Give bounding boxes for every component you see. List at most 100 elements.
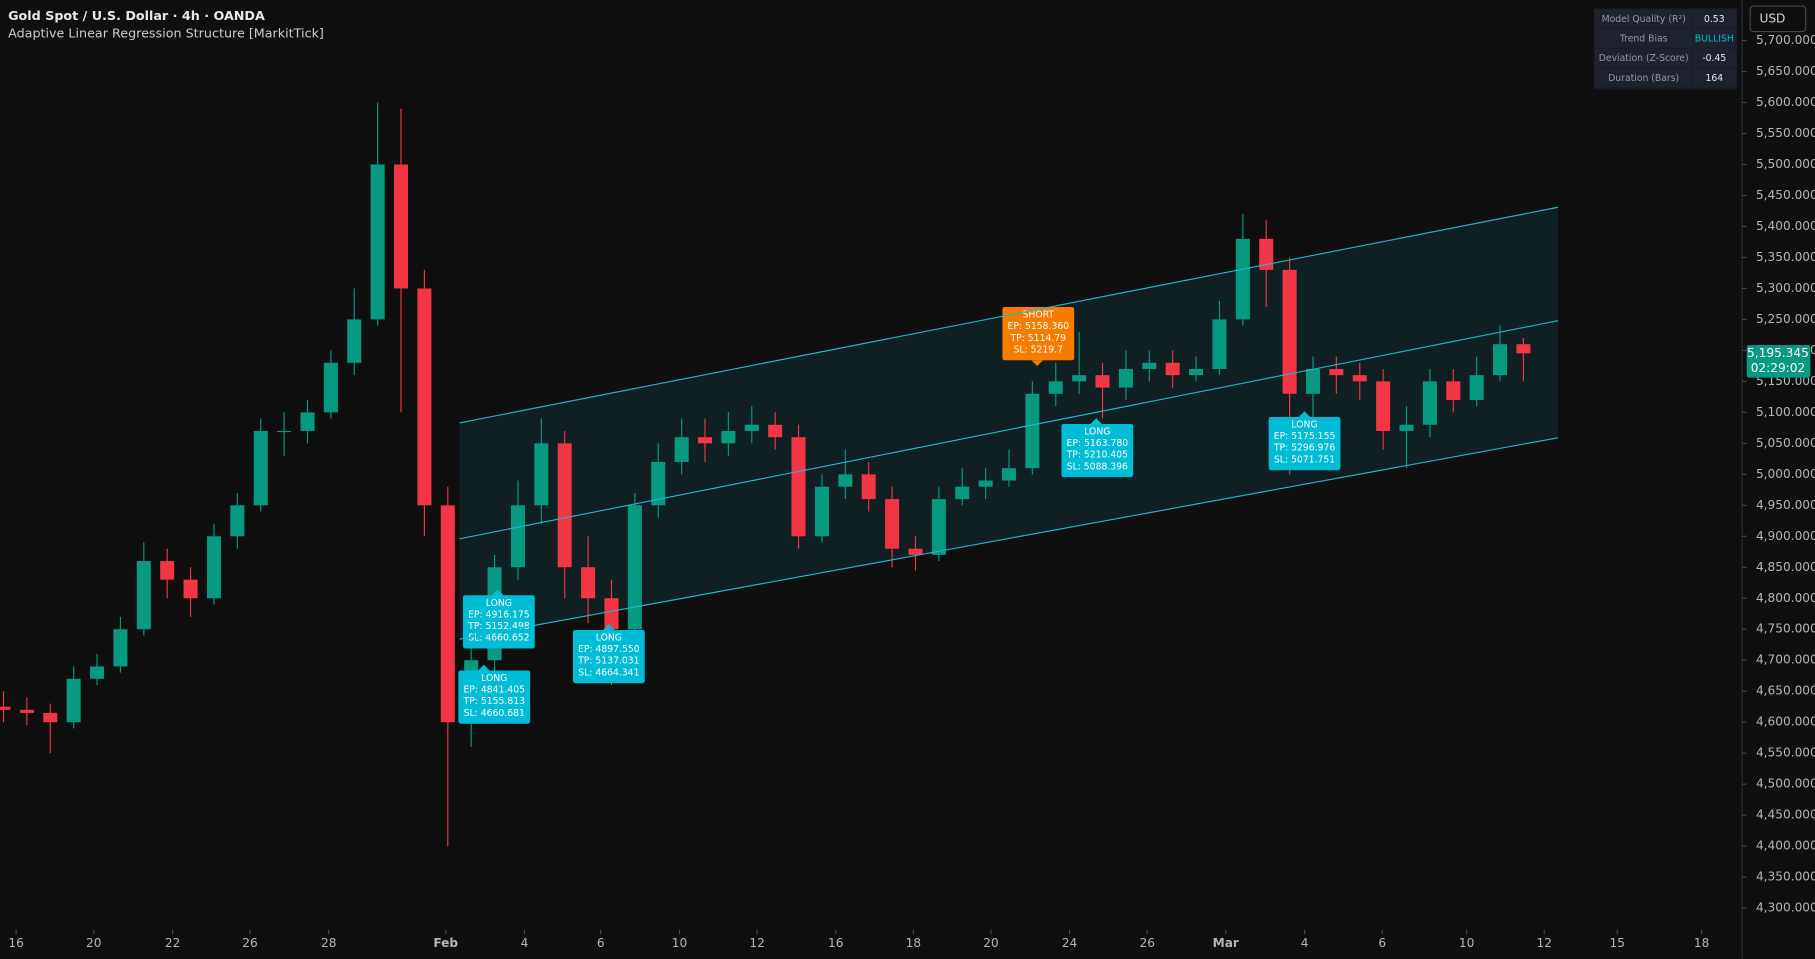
x-tick-label: Feb [433,936,458,950]
candle-body [1165,362,1180,376]
table-label-cell [1595,68,1693,88]
candle-body [510,505,525,568]
y-tick-label: 4,500.000 [1756,777,1815,791]
y-tick-label: 5,500.000 [1756,157,1815,171]
candle-body [1446,381,1461,400]
signal-box [1061,423,1134,478]
signal-level: SL: 5088.396 [1067,461,1128,472]
candle-body [1352,375,1367,382]
candle-body [1399,424,1414,431]
x-tick-label: 20 [86,936,101,950]
signal-level: EP: 4841.405 [463,685,525,696]
signal-box [1268,416,1341,471]
y-tick-label: 5,450.000 [1756,188,1815,202]
y-tick-label: 4,350.000 [1756,870,1815,884]
candle-body [768,424,783,438]
table-value-cell [1693,29,1737,48]
candle-body [0,706,11,710]
table-label: Model Quality (R²) [1602,14,1686,25]
x-tick-label: 26 [1139,936,1154,950]
candle-body [1516,344,1531,354]
candle-body [417,288,432,506]
candle-body [1025,393,1040,469]
candle-body [791,437,806,537]
candle-body [1212,319,1227,369]
y-tick-label: 5,400.000 [1756,219,1815,233]
candle-body [1259,238,1274,270]
candle-body [978,480,993,487]
candle-body [721,430,736,444]
candle-body [1493,344,1508,376]
candle-body [908,548,923,555]
y-tick-label: 4,600.000 [1756,715,1815,729]
y-tick-label: 5,100.000 [1756,405,1815,419]
table-value: BULLISH [1695,34,1734,45]
x-tick-label: 12 [1537,936,1552,950]
table-value: -0.45 [1702,53,1726,64]
candle-body [1142,362,1157,369]
signal-level: SL: 4664.341 [578,667,639,678]
last-price-label: 5,195.345 [1747,346,1809,360]
table-label: Duration (Bars) [1608,73,1679,84]
candle-body [136,561,151,630]
y-tick-label: 5,300.000 [1756,281,1815,295]
candle-body [1189,368,1204,376]
currency-label[interactable]: USD [1759,11,1785,25]
signal-level: TP: 5155.813 [463,696,526,707]
signal-type: LONG [1291,420,1317,431]
y-tick-label: 5,600.000 [1756,95,1815,109]
candle-body [230,505,245,537]
signal-type: LONG [1084,427,1110,438]
candle-body [347,319,362,363]
signal-box [458,670,531,724]
signal-type: SHORT [1023,310,1055,321]
signal-level: TP: 5152.498 [467,621,530,632]
candle-body [19,709,34,713]
candle-body [1048,381,1063,394]
x-tick-label: 16 [8,936,23,950]
x-tick-label: 26 [242,936,257,950]
y-tick-label: 4,650.000 [1756,684,1815,698]
candle-body [1235,238,1250,320]
x-tick-label: 6 [597,936,605,950]
candle-body [1305,368,1321,394]
candle-body [1118,368,1133,388]
x-tick-label: 18 [906,936,921,950]
y-tick-label: 4,300.000 [1756,901,1815,915]
signal-level: SL: 4660.652 [468,633,529,644]
candle-body [183,579,198,599]
signal-level: SL: 4660.681 [464,708,525,719]
y-tick-label: 5,550.000 [1756,126,1815,140]
signal-level: SL: 5071.751 [1274,454,1335,465]
y-tick-label: 4,850.000 [1756,560,1815,574]
x-tick-label: 24 [1062,936,1078,950]
candle-body [1376,381,1391,431]
y-tick-label: 4,400.000 [1756,839,1815,853]
table-label-cell [1595,29,1693,48]
last-price-box [1746,345,1811,378]
x-tick-label: 10 [1459,936,1474,950]
table-value: 0.53 [1704,14,1725,25]
table-label: Trend Bias [1619,34,1668,45]
candle-body [66,678,81,723]
x-tick-label: 16 [828,936,843,950]
candle-body [394,164,409,289]
candle-body [1072,375,1087,382]
y-tick-label: 4,450.000 [1756,808,1815,822]
signal-level: EP: 5175.155 [1274,431,1336,442]
signal-level: EP: 4916.175 [468,609,530,620]
channel-lower [459,437,1559,640]
currency-button[interactable] [1749,5,1807,33]
countdown: 02:29:02 [1751,361,1806,375]
candle-body [300,412,315,431]
table-label-cell [1595,48,1693,68]
table-value-cell [1693,48,1737,68]
